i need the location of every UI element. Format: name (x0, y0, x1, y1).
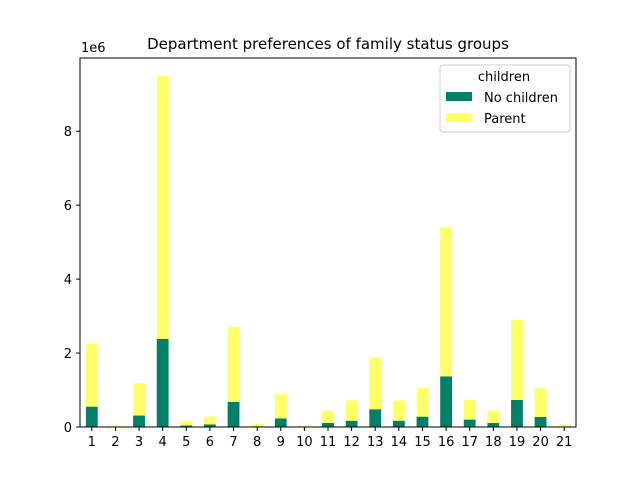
bar-parent-21 (558, 424, 571, 427)
bar-no-children-6 (204, 424, 216, 427)
x-tick-label-14: 14 (391, 435, 408, 450)
y-tick-label-0: 0 (64, 421, 72, 436)
bar-parent-10 (298, 425, 311, 427)
bar-no-children-9 (274, 418, 287, 427)
bar-no-children-1 (85, 406, 98, 427)
bar-parent-9 (274, 394, 287, 419)
bar-parent-18 (487, 410, 500, 423)
x-tick-label-11: 11 (320, 435, 337, 450)
bar-parent-2 (109, 425, 122, 427)
legend-box (439, 64, 571, 133)
legend-label-parent: Parent (484, 112, 526, 127)
bars-group (85, 75, 571, 427)
legend-swatch-parent (446, 113, 472, 122)
x-tick-label-4: 4 (159, 435, 167, 450)
bar-no-children-14 (392, 420, 405, 427)
x-tick-label-21: 21 (556, 435, 573, 450)
y-tick-label-8: 8 (64, 125, 72, 140)
legend-swatch-no-children (446, 92, 472, 101)
y-tick-label-6: 6 (64, 199, 72, 214)
x-tick-label-7: 7 (229, 435, 237, 450)
x-tick-label-8: 8 (253, 435, 261, 450)
bar-no-children-4 (156, 339, 169, 427)
bar-no-children-7 (227, 401, 240, 427)
bar-parent-19 (511, 319, 523, 401)
bar-no-children-17 (463, 419, 476, 427)
x-tick-label-16: 16 (438, 435, 455, 450)
bar-parent-14 (392, 400, 405, 421)
bar-no-children-15 (416, 416, 429, 427)
bar-parent-11 (322, 410, 334, 423)
y-axis-ticks: 0 2 4 6 8 (64, 125, 80, 436)
bar-parent-7 (227, 326, 240, 402)
legend-title: children (478, 70, 530, 85)
bar-parent-20 (534, 388, 547, 418)
bar-no-children-19 (511, 400, 523, 427)
bar-parent-3 (133, 383, 145, 416)
x-tick-label-9: 9 (277, 435, 285, 450)
bar-no-children-12 (345, 420, 358, 427)
x-tick-label-13: 13 (367, 435, 384, 450)
x-tick-label-17: 17 (461, 435, 478, 450)
bar-parent-4 (156, 75, 169, 339)
plot-frame (79, 57, 577, 428)
y-tick-label-2: 2 (64, 347, 72, 362)
x-tick-label-10: 10 (296, 435, 313, 450)
bar-parent-13 (369, 357, 382, 410)
bar-no-children-3 (133, 415, 145, 427)
bar-parent-8 (251, 423, 264, 427)
legend-label-no-children: No children (484, 91, 558, 106)
x-tick-label-1: 1 (88, 435, 96, 450)
x-tick-label-3: 3 (135, 435, 143, 450)
bar-no-children-16 (440, 376, 452, 427)
bar-no-children-18 (487, 422, 500, 427)
bar-parent-15 (416, 387, 429, 417)
bar-parent-17 (463, 399, 476, 420)
x-tick-label-5: 5 (182, 435, 190, 450)
chart-title: Department preferences of family status … (147, 35, 509, 53)
bar-no-children-13 (369, 409, 382, 427)
x-tick-label-6: 6 (206, 435, 214, 450)
bar-no-children-20 (534, 417, 547, 427)
x-tick-label-15: 15 (414, 435, 431, 450)
bar-parent-6 (204, 416, 216, 425)
x-tick-label-18: 18 (485, 435, 502, 450)
bar-parent-1 (85, 343, 98, 407)
bar-no-children-5 (180, 425, 193, 427)
bar-parent-16 (440, 227, 452, 377)
x-tick-label-20: 20 (532, 435, 549, 450)
y-tick-label-4: 4 (64, 273, 72, 288)
bar-parent-12 (345, 400, 358, 421)
x-tick-label-2: 2 (111, 435, 119, 450)
legend: children No children Parent (439, 64, 571, 133)
y-axis-offset-label: 1e6 (81, 41, 106, 56)
x-tick-label-12: 12 (343, 435, 360, 450)
bar-parent-5 (180, 420, 193, 426)
bar-no-children-11 (322, 422, 334, 427)
x-tick-label-19: 19 (509, 435, 526, 450)
x-axis-ticks: 1 2 3 4 5 6 7 8 9 10 11 12 13 14 15 16 17 18 19 20 21 (88, 427, 573, 450)
